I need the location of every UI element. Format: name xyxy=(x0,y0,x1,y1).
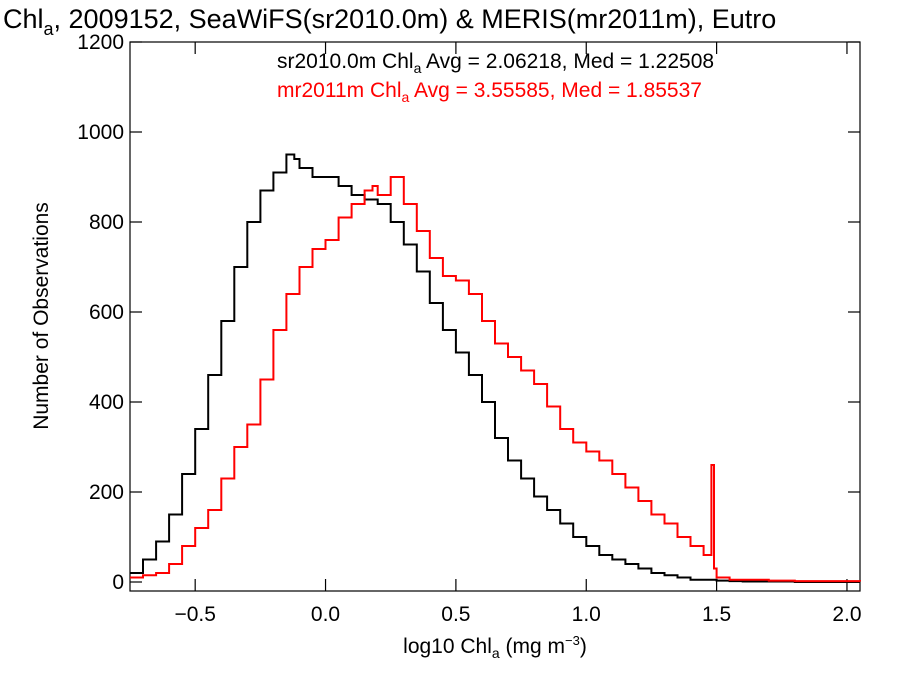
series-line-mr2011m xyxy=(130,176,861,583)
x-axis-label-mid: (mg m xyxy=(500,635,565,658)
plot-frame xyxy=(129,41,861,592)
annotation-series-1-subscript: a xyxy=(414,60,422,76)
annotation-series-2-subscript: a xyxy=(401,89,409,105)
y-tick-label: 1000 xyxy=(77,121,124,144)
y-tick-label: 200 xyxy=(89,481,124,504)
annotation-series-2-prefix: mr2011m Chl xyxy=(277,79,401,102)
annotation-series-1-rest: Avg = 2.06218, Med = 1.22508 xyxy=(421,50,714,73)
chart-title-subscript: a xyxy=(44,19,55,39)
x-tick-label: 2.0 xyxy=(832,603,861,626)
annotation-series-1-prefix: sr2010.0m Chl xyxy=(277,50,414,73)
series-line-sr2010.0m xyxy=(130,153,860,583)
axis-ticks: −0.5 0.0 0.5 1.0 1.5 2.0 0 200 400 600 800 1000 1200 xyxy=(77,31,861,626)
x-axis-label-subscript: a xyxy=(492,645,500,661)
y-tick-label: 1200 xyxy=(77,31,124,54)
annotation-series-1: sr2010.0m Chla Avg = 2.06218, Med = 1.22… xyxy=(277,50,714,76)
y-tick-label: 600 xyxy=(89,301,124,324)
series-group xyxy=(130,153,861,583)
x-tick-label: 0.0 xyxy=(311,603,340,626)
x-axis-label-prefix: log10 Chl xyxy=(403,635,492,658)
x-tick-label: 1.5 xyxy=(702,603,731,626)
x-tick-label: 1.0 xyxy=(572,603,601,626)
annotation-series-2: mr2011m Chla Avg = 3.55585, Med = 1.8553… xyxy=(277,79,702,105)
chart-title-prefix: Chl xyxy=(3,4,44,34)
annotation-series-2-rest: Avg = 3.55585, Med = 1.85537 xyxy=(409,79,702,102)
x-axis-label-superscript: −3 xyxy=(565,633,580,648)
chart-title: Chla, 2009152, SeaWiFS(sr2010.0m) & MERI… xyxy=(3,4,776,39)
x-tick-label: −0.5 xyxy=(174,603,215,626)
x-axis-label: log10 Chla (mg m−3) xyxy=(403,633,587,661)
chart-title-rest: , 2009152, SeaWiFS(sr2010.0m) & MERIS(mr… xyxy=(54,4,777,34)
y-tick-label: 0 xyxy=(112,571,124,594)
y-axis-label: Number of Observations xyxy=(30,202,53,430)
x-tick-label: 0.5 xyxy=(441,603,470,626)
y-tick-label: 400 xyxy=(89,391,124,414)
x-axis-label-end: ) xyxy=(580,635,587,658)
y-tick-label: 800 xyxy=(89,211,124,234)
